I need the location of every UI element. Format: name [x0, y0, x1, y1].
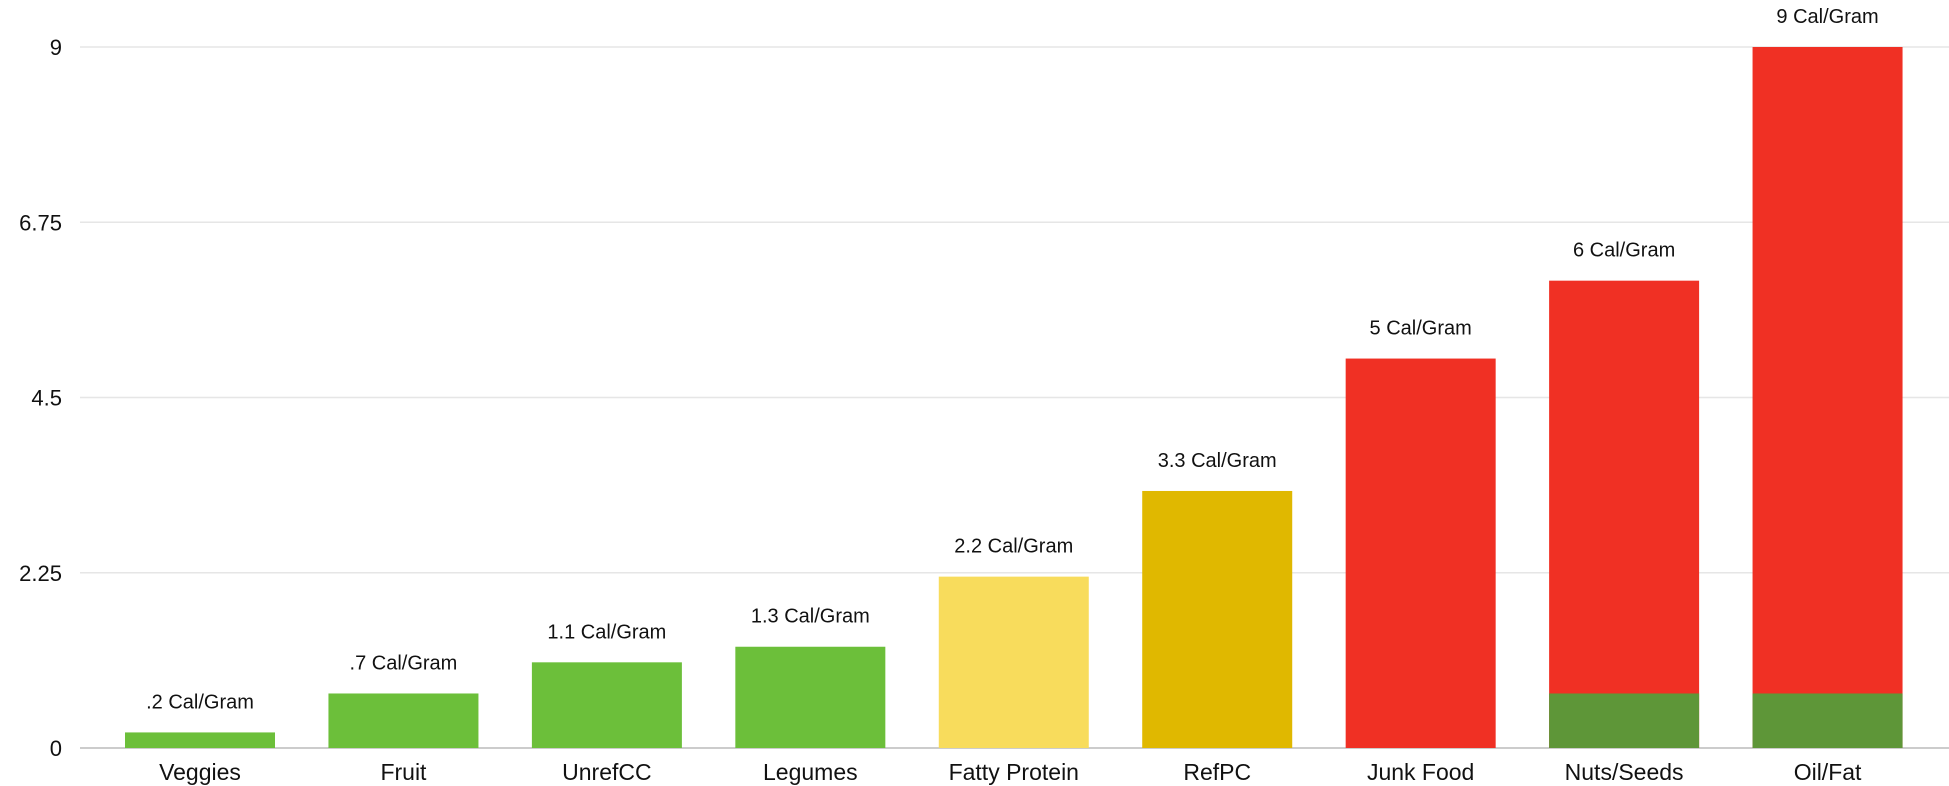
x-tick-label: Fruit	[380, 759, 427, 785]
data-label: 1.1 Cal/Gram	[547, 621, 666, 643]
bar-fatty-protein	[938, 576, 1089, 748]
x-tick-label: Legumes	[763, 759, 858, 785]
data-label: 2.2 Cal/Gram	[954, 536, 1073, 558]
bar-fruit	[328, 693, 479, 748]
data-label: .2 Cal/Gram	[146, 691, 254, 713]
bar-base-segment	[1752, 693, 1903, 748]
bar-veggies	[125, 732, 275, 748]
bar-oil-fat	[1752, 47, 1903, 748]
bar-refpc	[1142, 490, 1293, 748]
bar-junk-food	[1345, 358, 1496, 748]
x-tick-label: Nuts/Seeds	[1565, 759, 1684, 785]
x-tick-label: Fatty Protein	[949, 759, 1079, 785]
data-label: .7 Cal/Gram	[350, 652, 458, 674]
bars-layer	[125, 47, 1903, 748]
data-label: 1.3 Cal/Gram	[751, 606, 870, 628]
data-label: 9 Cal/Gram	[1776, 6, 1878, 28]
data-label: 3.3 Cal/Gram	[1158, 450, 1277, 472]
x-tick-label: Junk Food	[1367, 759, 1474, 785]
y-tick-label: 6.75	[19, 210, 62, 235]
bar-legumes	[735, 646, 886, 748]
bar-unrefcc	[531, 662, 682, 748]
y-tick-label: 4.5	[31, 386, 62, 411]
y-tick-label: 0	[50, 736, 62, 761]
data-label: 6 Cal/Gram	[1573, 240, 1675, 262]
bar-nuts-seeds	[1549, 280, 1700, 748]
x-tick-label: Veggies	[159, 759, 241, 785]
x-tick-label: Oil/Fat	[1794, 759, 1862, 785]
y-tick-label: 2.25	[19, 561, 62, 586]
data-label: 5 Cal/Gram	[1370, 318, 1472, 340]
labels-layer: 0 2.25 4.5 6.75 9 .2 Cal/Gram Veggies .7 Cal/Gr…	[19, 6, 1879, 785]
x-tick-label: UnrefCC	[562, 759, 651, 785]
y-tick-label: 9	[50, 35, 62, 60]
x-tick-label: RefPC	[1183, 759, 1251, 785]
bar-base-segment	[1549, 693, 1700, 748]
